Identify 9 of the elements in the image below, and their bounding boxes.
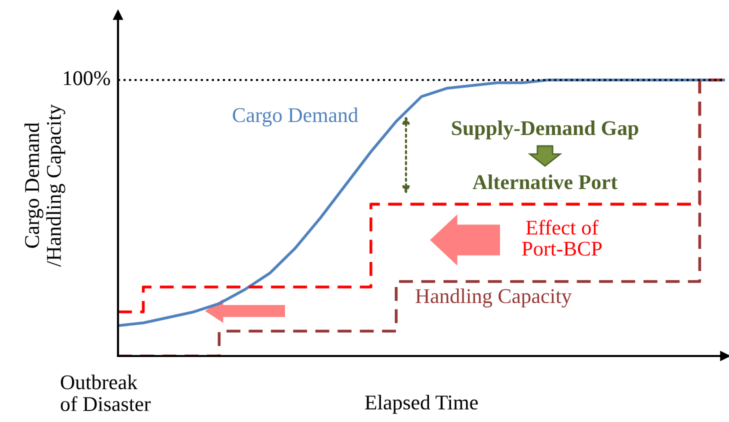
- text: Outbreak of Disaster: [60, 374, 151, 412]
- annotation: Supply-Demand Gap: [452, 120, 638, 140]
- annotation: Alternative Port: [472, 174, 618, 190]
- y-axis-title: Cargo Demand /Handling Capacity: [24, 104, 66, 267]
- series-label: Effect of Port-BCP: [522, 220, 602, 256]
- ref-line-label: 100%: [64, 71, 110, 86]
- series-label: Handling Capacity: [416, 288, 572, 308]
- series-label: Cargo Demand: [232, 108, 358, 126]
- x-axis-title: Elapsed Time: [365, 394, 478, 414]
